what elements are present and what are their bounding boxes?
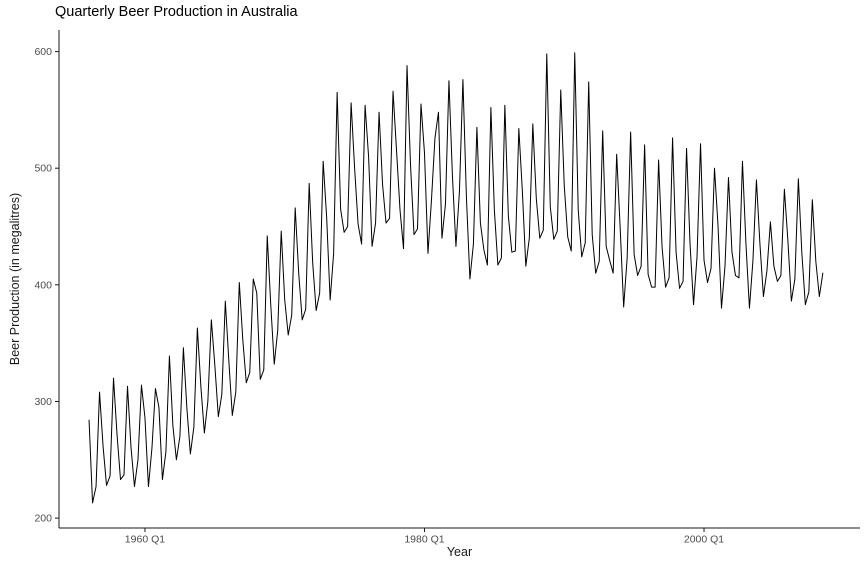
- x-tick-label: 1980 Q1: [404, 534, 444, 546]
- x-tick-label: 2000 Q1: [684, 534, 724, 546]
- chart-title: Quarterly Beer Production in Australia: [55, 4, 298, 20]
- beer-production-line: [88, 52, 824, 504]
- y-tick-label: 500: [34, 163, 52, 175]
- y-tick-label: 600: [34, 46, 52, 58]
- y-tick-label: 400: [34, 279, 52, 291]
- y-axis-title: Beer Production (in megalitres): [8, 192, 22, 366]
- y-tick-label: 300: [34, 396, 52, 408]
- y-tick-label: 200: [34, 513, 52, 525]
- x-tick-label: 1960 Q1: [125, 534, 165, 546]
- x-axis-title: Year: [446, 545, 473, 559]
